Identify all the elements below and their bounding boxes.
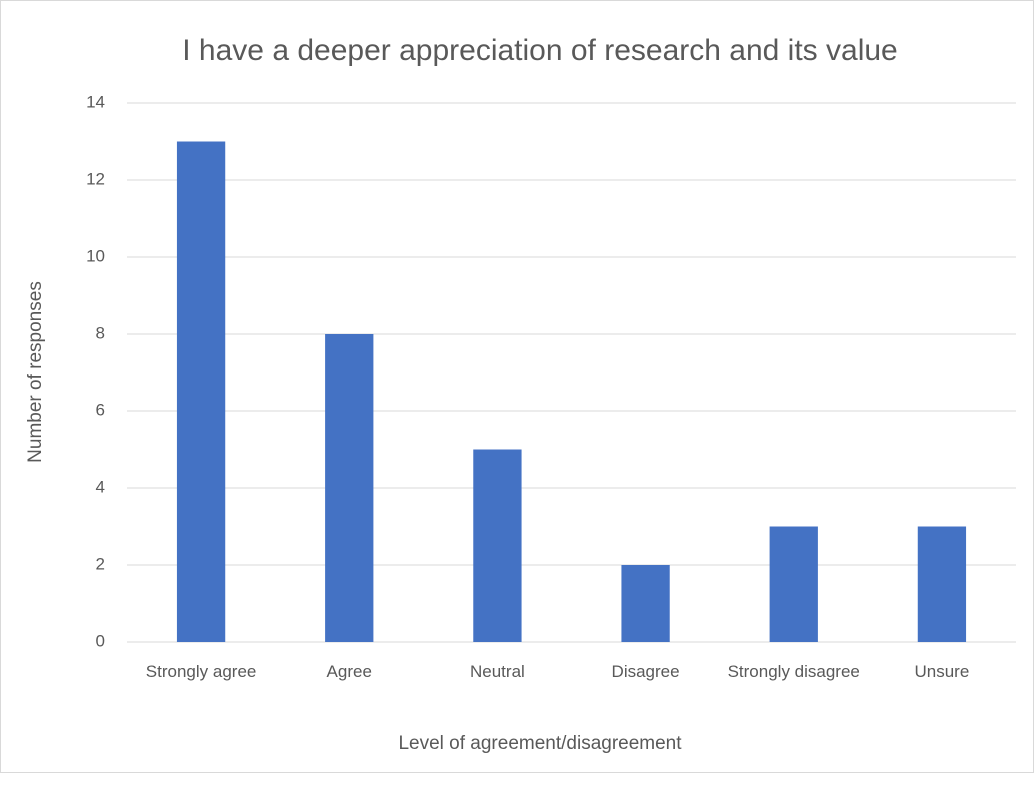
x-tick-label: Strongly agree: [145, 662, 257, 681]
y-tick-label: 12: [86, 169, 105, 188]
bar: [325, 334, 374, 642]
y-axis-title: Number of responses: [25, 281, 46, 463]
y-tick-label: 6: [96, 400, 105, 419]
y-tick-label: 4: [96, 477, 105, 496]
bar: [769, 526, 818, 642]
y-tick-label: 10: [86, 246, 105, 265]
bar: [473, 449, 522, 642]
y-tick-label: 8: [96, 323, 105, 342]
y-tick-label: 0: [96, 631, 105, 650]
x-axis-title: Level of agreement/disagreement: [398, 733, 682, 754]
x-tick-label: Agree: [326, 662, 372, 681]
y-tick-label: 2: [96, 554, 105, 573]
x-tick-label: Neutral: [470, 662, 525, 681]
y-tick-label: 14: [86, 92, 105, 111]
bar: [917, 526, 967, 642]
bar: [621, 565, 670, 642]
x-tick-label: Disagree: [611, 662, 680, 681]
x-tick-label: Strongly disagree: [727, 662, 860, 681]
bar: [176, 141, 226, 642]
x-tick-label: Unsure: [914, 662, 970, 681]
chart-title: I have a deeper appreciation of research…: [182, 34, 897, 67]
